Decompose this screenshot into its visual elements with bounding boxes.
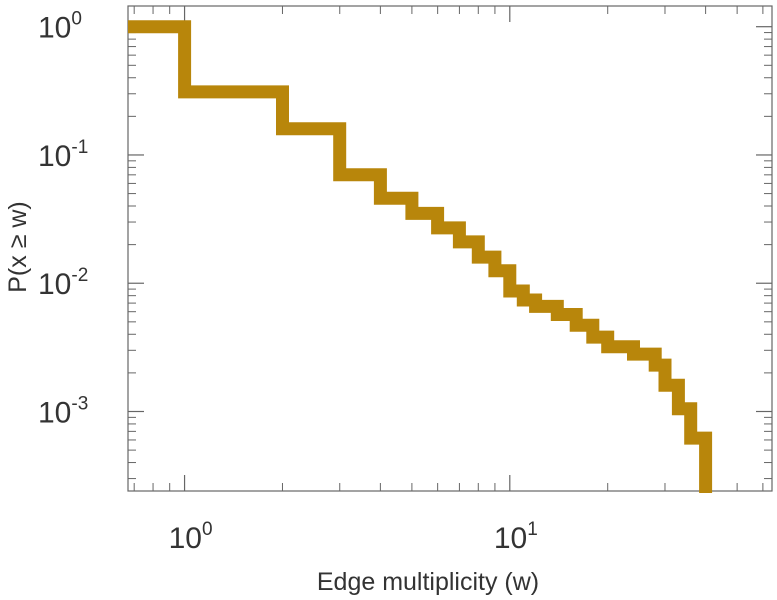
- x-tick-label: 101: [494, 519, 538, 555]
- x-axis-title: Edge multiplicity (w): [317, 568, 539, 596]
- plot-border: [127, 5, 773, 492]
- minor-ticks: [128, 6, 772, 491]
- y-tick-label: 10-1: [38, 137, 88, 173]
- series-layer: [128, 20, 713, 493]
- y-tick-label: 10-3: [38, 394, 88, 430]
- y-axis-title: P(x ≥ w): [4, 201, 32, 293]
- major-ticks: [128, 6, 772, 491]
- series-line: [128, 20, 713, 493]
- y-tick-labels: 100 10-1 10-2 10-3: [38, 9, 88, 430]
- x-tick-labels: 100 101: [169, 519, 538, 555]
- y-tick-label: 10-2: [38, 265, 88, 301]
- plot-frame: [127, 5, 773, 492]
- y-tick-label: 100: [38, 9, 82, 45]
- x-tick-label: 100: [169, 519, 213, 555]
